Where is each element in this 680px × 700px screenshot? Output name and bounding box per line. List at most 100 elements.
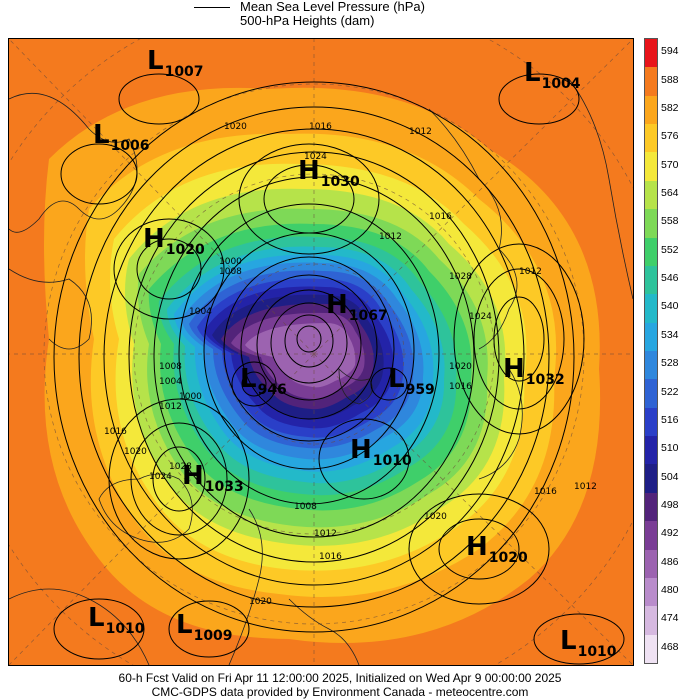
colorbar-label: 522 [661, 385, 679, 398]
colorbar-label: 588 [661, 73, 679, 86]
pressure-system-value: 1032 [525, 372, 565, 388]
colorbar-segment [645, 180, 657, 210]
map-legend: Mean Sea Level Pressure (hPa) 500-hPa He… [190, 0, 490, 30]
pressure-system-value: 1030 [320, 174, 360, 190]
low-pressure-label: L1009 [176, 610, 233, 644]
legend-mslp-label: Mean Sea Level Pressure (hPa) [240, 0, 425, 14]
colorbar-label: 468 [661, 640, 679, 653]
low-pressure-label: L1010 [88, 603, 145, 637]
isobar-label-group: 1020 1016 10121024101610121008100410001012… [104, 122, 597, 607]
pressure-system-letter: L [560, 626, 577, 656]
isobar-label: 1000 [179, 392, 202, 402]
pressure-system-value: 1004 [541, 76, 581, 92]
isobar-label: 1020 [249, 597, 272, 607]
colorbar-segment [645, 39, 657, 68]
isobars [53, 73, 625, 665]
colorbar-label: 552 [661, 243, 679, 256]
colorbar-label: 480 [661, 584, 679, 597]
colorbar-segment [645, 521, 657, 551]
colorbar-label: 570 [661, 158, 679, 171]
weather-map: 1020 1016 1012 1024 1016 1012 1008 1004 1000 1012… [8, 38, 634, 666]
pressure-system-value: 959 [405, 382, 435, 398]
colorbar-segment [645, 265, 657, 295]
height-band-486 [245, 323, 356, 388]
isobar-label: 1012 [379, 232, 402, 242]
isobar-label: 1016 [429, 212, 452, 222]
pressure-system-letter: H [143, 224, 165, 254]
high-pressure-label: H1033 [182, 461, 244, 495]
pressure-system-letter: H [326, 290, 348, 320]
isobar-label: 1016 [534, 487, 557, 497]
colorbar-segment [645, 379, 657, 409]
isobar-label: 1024 [149, 472, 172, 482]
pressure-system-value: 1006 [110, 138, 150, 154]
isobar-label: 1016 [319, 552, 342, 562]
isobar-label: 1024 [469, 312, 492, 322]
isobar-label: 1016 [449, 382, 472, 392]
pressure-system-value: 1020 [165, 242, 205, 258]
isobar-label: 1028 [449, 272, 472, 282]
colorbar-segment [645, 152, 657, 182]
colorbar-segment [645, 577, 657, 607]
low-pressure-label: L1006 [93, 122, 150, 154]
colorbar-segment [645, 237, 657, 267]
high-pressure-label: H1030 [298, 156, 360, 190]
pressure-system-letter: L [88, 603, 105, 633]
isobar-label: 1016 [104, 427, 127, 437]
colorbar-label: 582 [661, 101, 679, 114]
colorbar-label: 474 [661, 612, 679, 625]
isobar-legend-line [194, 7, 230, 8]
pressure-system-value: 946 [257, 382, 287, 398]
pressure-system-value: 1010 [105, 621, 145, 637]
isobar-label: 1000 [219, 257, 242, 267]
colorbar-label: 558 [661, 215, 679, 228]
pressure-system-letter: L [147, 46, 164, 76]
pressure-system-value: 1009 [193, 628, 233, 644]
colorbar-label: 564 [661, 187, 679, 199]
colorbar-segment [645, 634, 657, 664]
pressure-system-value: 1010 [372, 453, 412, 469]
colorbar-segment [645, 492, 657, 522]
pressure-system-value: 1033 [204, 479, 244, 495]
colorbar-segment [645, 67, 657, 97]
pressure-system-letter: H [182, 461, 204, 491]
isobar-label: 1016 [309, 122, 332, 132]
colorbar-segment [645, 407, 657, 437]
low-pressure-label: L1004 [524, 60, 581, 92]
low-pressure-label: L946 [240, 366, 287, 398]
pressure-system-letter: H [298, 156, 320, 186]
colorbar-label: 504 [661, 470, 679, 483]
low-pressure-label: L1007 [147, 46, 204, 80]
weather-map-canvas: 1020 1016 10121024101610121008100410001012… [9, 39, 633, 665]
high-pressure-label: H1010 [350, 435, 412, 469]
colorbar-label: 516 [661, 413, 679, 426]
isobar-label: 1028 [169, 462, 192, 472]
pressure-system-letter: H [350, 435, 372, 465]
colorbar-label: 534 [661, 328, 679, 341]
colorbar-segment [645, 549, 657, 579]
colorbar-segment [645, 436, 657, 465]
isobar-label: 1012 [574, 482, 597, 492]
colorbar-label: 576 [661, 130, 679, 143]
colorbar-label: 528 [661, 357, 679, 370]
colorbar-segment [645, 124, 657, 153]
pressure-system-value: 1020 [488, 550, 528, 566]
isobar-label: 1004 [189, 307, 212, 317]
colorbar-segment [645, 351, 657, 380]
isobar-label: 1008 [219, 267, 242, 277]
pressure-system-value: 1010 [577, 644, 617, 660]
data-credit-text: CMC-GDPS data provided by Environment Ca… [151, 685, 529, 699]
isobar-label: 1020 [449, 362, 472, 372]
colorbar-segment [645, 464, 657, 494]
colorbar-label: 486 [661, 555, 679, 568]
pressure-system-letter: L [176, 610, 193, 640]
low-pressure-label: L959 [388, 366, 435, 398]
legend-heights-label: 500-hPa Heights (dam) [240, 13, 375, 28]
height-colorbar [644, 38, 658, 664]
isobar-label: 1020 [424, 512, 447, 522]
colorbar-segment [645, 322, 657, 352]
colorbar-segment [645, 95, 657, 125]
isobar-label: 1020 [124, 447, 147, 457]
isobar-label: 1008 [294, 502, 317, 512]
pressure-system-letter: H [466, 532, 488, 562]
